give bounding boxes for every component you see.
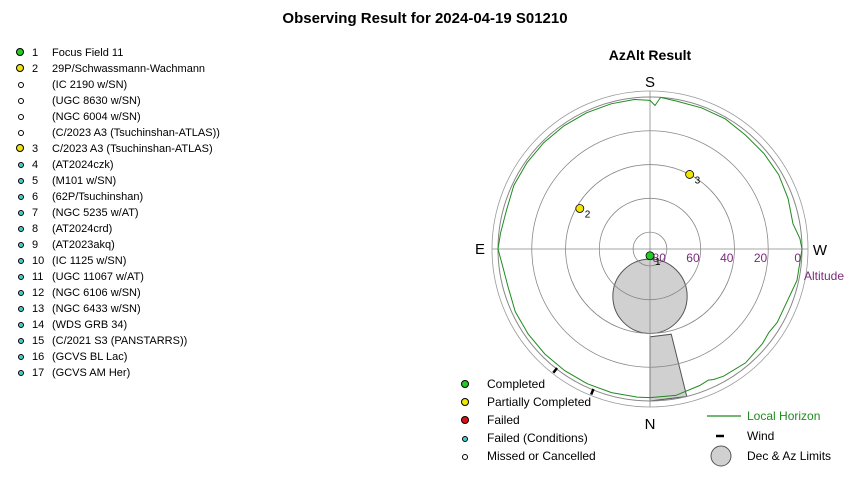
target-number: 14 bbox=[32, 319, 45, 331]
altitude-tick-label: 60 bbox=[686, 251, 700, 265]
status-marker bbox=[18, 226, 24, 232]
status-marker bbox=[16, 144, 24, 152]
wind-icon bbox=[716, 434, 724, 438]
target-name: (UGC 8630 w/SN) bbox=[52, 95, 141, 107]
status-marker bbox=[18, 162, 24, 168]
target-name: (NGC 6004 w/SN) bbox=[52, 111, 141, 123]
status-marker bbox=[16, 48, 24, 56]
az-limit-wedge bbox=[649, 333, 688, 402]
legend-label: Completed bbox=[487, 377, 546, 391]
direction-label-s: S bbox=[645, 74, 655, 91]
target-name: 29P/Schwassmann-Wachmann bbox=[52, 63, 206, 75]
target-name: Focus Field 11 bbox=[52, 47, 124, 59]
target-number: 13 bbox=[32, 303, 45, 315]
target-name: (AT2024czk) bbox=[52, 159, 114, 171]
failed-marker bbox=[461, 416, 469, 424]
target-name: (NGC 6433 w/SN) bbox=[52, 303, 141, 315]
status-marker bbox=[18, 194, 24, 200]
legend-label: Missed or Cancelled bbox=[487, 449, 596, 463]
target-name: (NGC 6106 w/SN) bbox=[52, 287, 141, 299]
target-number: 1 bbox=[32, 47, 39, 59]
target-number: 6 bbox=[32, 191, 39, 203]
horizon-line-icon bbox=[707, 415, 741, 417]
target-number: 5 bbox=[32, 175, 39, 187]
status-marker bbox=[18, 242, 24, 248]
wind-marker bbox=[552, 367, 559, 374]
target-name: (WDS GRB 34) bbox=[52, 319, 128, 331]
legend-label: Failed (Conditions) bbox=[487, 431, 588, 445]
wind-marker bbox=[590, 388, 595, 396]
status-marker bbox=[18, 178, 24, 184]
status-marker bbox=[18, 258, 24, 264]
target-name: (IC 2190 w/SN) bbox=[52, 79, 128, 91]
target-name: (C/2021 S3 (PANSTARRS)) bbox=[52, 335, 188, 347]
legend-label: Dec & Az Limits bbox=[747, 449, 832, 463]
target-point-label: 2 bbox=[585, 209, 591, 220]
status-marker bbox=[18, 98, 24, 104]
target-point-3 bbox=[685, 170, 695, 179]
target-point-2 bbox=[575, 204, 585, 213]
status-marker bbox=[16, 64, 24, 72]
target-name: (GCVS BL Lac) bbox=[52, 351, 128, 363]
direction-label-e: E bbox=[475, 241, 485, 258]
altitude-axis-label: Altitude bbox=[804, 269, 844, 283]
target-number: 12 bbox=[32, 287, 45, 299]
target-number: 11 bbox=[32, 271, 44, 283]
page-title: Observing Result for 2024-04-19 S01210 bbox=[282, 10, 568, 27]
status-marker bbox=[18, 114, 24, 120]
direction-label-w: W bbox=[813, 242, 828, 259]
missed-marker bbox=[462, 454, 468, 460]
target-name: (GCVS AM Her) bbox=[52, 367, 131, 379]
target-number: 10 bbox=[32, 255, 45, 267]
altitude-tick-label: 20 bbox=[754, 251, 768, 265]
legend-label: Failed bbox=[487, 413, 520, 427]
target-number: 9 bbox=[32, 239, 39, 251]
target-name: (AT2024crd) bbox=[52, 223, 113, 235]
target-name: (IC 1125 w/SN) bbox=[52, 255, 127, 267]
completed-marker bbox=[461, 380, 469, 388]
target-name: C/2023 A3 (Tsuchinshan-ATLAS) bbox=[52, 143, 213, 155]
status-marker bbox=[18, 82, 24, 88]
status-marker bbox=[18, 210, 24, 216]
chart-title: AzAlt Result bbox=[609, 47, 692, 63]
failed-conditions-marker bbox=[462, 436, 468, 442]
target-point-label: 3 bbox=[695, 175, 701, 186]
status-marker bbox=[18, 354, 24, 360]
legend-label: Local Horizon bbox=[747, 409, 821, 423]
target-name: (AT2023akq) bbox=[52, 239, 115, 251]
target-name: (M101 w/SN) bbox=[52, 175, 117, 187]
target-number: 7 bbox=[32, 207, 39, 219]
altitude-tick-label: 80 bbox=[653, 251, 667, 265]
status-marker bbox=[18, 130, 24, 136]
target-name: (UGC 11067 w/AT) bbox=[52, 271, 144, 283]
altitude-tick-label: 40 bbox=[720, 251, 734, 265]
target-number: 8 bbox=[32, 223, 39, 235]
target-name: (C/2023 A3 (Tsuchinshan-ATLAS)) bbox=[52, 127, 220, 139]
target-number: 17 bbox=[32, 367, 45, 379]
legend-label: Partially Completed bbox=[487, 395, 592, 409]
status-marker bbox=[18, 338, 24, 344]
legend-label: Wind bbox=[747, 429, 775, 443]
target-number: 15 bbox=[32, 335, 45, 347]
local-horizon-line bbox=[497, 96, 803, 399]
target-point-1 bbox=[645, 251, 655, 261]
status-marker bbox=[18, 370, 24, 376]
partially-completed-marker bbox=[461, 398, 469, 406]
target-name: (NGC 5235 w/AT) bbox=[52, 207, 139, 219]
status-marker bbox=[18, 290, 24, 296]
target-number: 2 bbox=[32, 63, 39, 75]
target-point-label: 1 bbox=[655, 257, 661, 268]
direction-label-n: N bbox=[645, 416, 656, 433]
status-marker bbox=[18, 322, 24, 328]
target-name: (62P/Tsuchinshan) bbox=[52, 191, 144, 203]
target-number: 3 bbox=[32, 143, 39, 155]
limits-circle-icon bbox=[710, 445, 732, 467]
status-marker bbox=[18, 306, 24, 312]
status-marker bbox=[18, 274, 24, 280]
altitude-tick-label: 0 bbox=[794, 251, 801, 265]
target-number: 16 bbox=[32, 351, 45, 363]
target-number: 4 bbox=[32, 159, 39, 171]
